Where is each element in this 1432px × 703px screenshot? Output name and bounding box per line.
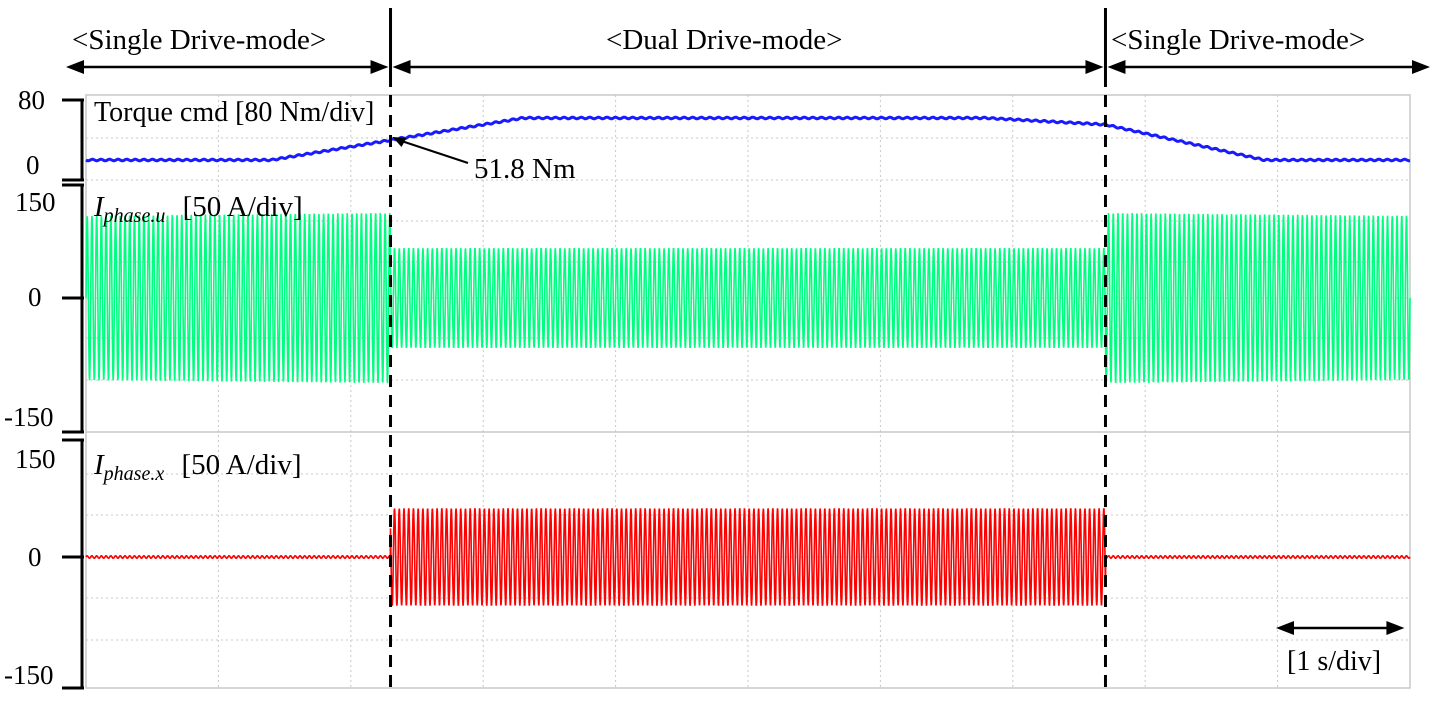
- time-scale-arrow-head-left: [1276, 621, 1294, 635]
- torque-cmd-trace: [85, 115, 1411, 163]
- phase-u-tick-neg150: -150: [4, 402, 54, 432]
- mode-arrow-dual-head-right: [1085, 60, 1104, 74]
- torque-trace-label: Torque cmd [80 Nm/div]: [94, 99, 374, 127]
- torque-trace-name: Torque cmd: [94, 97, 229, 128]
- phase-u-name: Iphase.u: [94, 191, 166, 227]
- phase-u-current-trace: [85, 212, 1411, 384]
- phase-x-name: Iphase.x: [94, 449, 165, 485]
- phase-x-tick-neg150: -150: [4, 660, 54, 690]
- phase-x-scale-label: [50 A/div]: [181, 449, 302, 481]
- phase-u-trace-label: Iphase.u [50 A/div]: [94, 191, 303, 227]
- trace-layer: [85, 115, 1411, 606]
- phase-x-current-trace: [85, 508, 1411, 606]
- torque-tick-0: 0: [26, 150, 40, 180]
- mode-arrow-single-left-head-left: [66, 60, 84, 74]
- phase-u-tick-0: 0: [28, 282, 42, 312]
- time-scale-label: [1 s/div]: [1287, 646, 1382, 677]
- phase-u-tick-150: 150: [15, 187, 56, 217]
- annotation-leader-line: [398, 139, 469, 164]
- time-scale-arrow-head-right: [1386, 621, 1405, 635]
- mode-arrow-single-left-head-right: [370, 60, 389, 74]
- phase-x-tick-150: 150: [15, 444, 56, 474]
- phase-u-scale-label: [50 A/div]: [182, 191, 303, 223]
- mode-label-dual: <Dual Drive-mode>: [606, 24, 843, 56]
- mode-arrow-dual-head-left: [392, 60, 411, 74]
- phase-x-tick-0: 0: [28, 542, 42, 572]
- mode-label-single-right: <Single Drive-mode>: [1111, 24, 1366, 56]
- mode-arrow-single-right-head-left: [1107, 60, 1126, 74]
- torque-tick-80: 80: [18, 85, 45, 115]
- mode-label-single-left: <Single Drive-mode>: [72, 24, 327, 56]
- axis-layer: [62, 8, 1430, 690]
- plot-grid: [85, 94, 1411, 689]
- phase-x-trace-label: Iphase.x [50 A/div]: [94, 449, 302, 485]
- annotation-arrowhead: [392, 137, 407, 147]
- torque-annotation: 51.8 Nm: [474, 153, 576, 185]
- mode-arrow-single-right-head-right: [1412, 60, 1430, 74]
- torque-scale-label: [80 Nm/div]: [235, 97, 375, 128]
